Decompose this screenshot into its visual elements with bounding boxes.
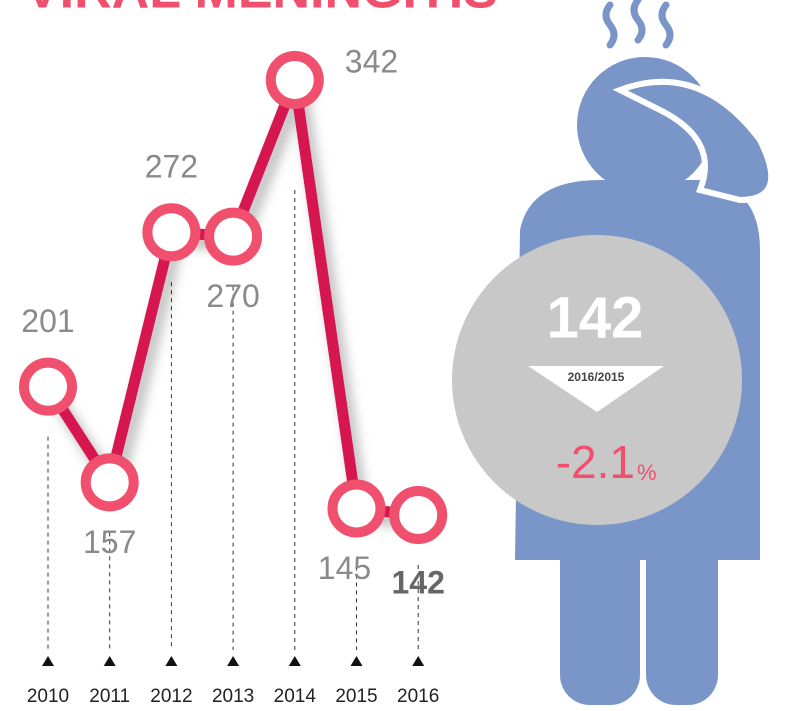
value-label: 201 <box>21 303 74 339</box>
x-tick-label: 2014 <box>274 686 317 707</box>
plot: 2010 2011 2012 2013 2014 2015 2016 201 157 272 270… <box>21 43 445 707</box>
callout-unit: % <box>637 460 657 485</box>
chart-title: VIRAL MENINGITIS <box>25 0 498 20</box>
tick-arrow <box>42 656 54 666</box>
marker <box>271 56 319 104</box>
tick-arrow <box>227 656 239 666</box>
x-tick-label: 2016 <box>397 686 439 707</box>
x-tick-label: 2011 <box>89 686 130 707</box>
tick-arrow <box>412 656 424 666</box>
tick-arrow <box>165 656 177 666</box>
x-tick-label: 2012 <box>150 686 192 707</box>
marker <box>24 363 72 411</box>
marker <box>147 208 195 256</box>
chart: VIRAL MENINGITIS 142 2016/2015 -2.1 % 20… <box>0 0 807 711</box>
x-tick-label: 2013 <box>212 686 254 707</box>
value-label: 157 <box>83 524 136 560</box>
value-label: 142 <box>392 564 445 600</box>
page: VIRAL MENINGITIS 142 2016/2015 -2.1 % 20… <box>0 0 807 711</box>
value-label: 342 <box>345 43 398 79</box>
x-tick-label: 2010 <box>27 686 69 707</box>
x-tick-label: 2015 <box>335 686 377 707</box>
tick-arrow <box>289 656 301 666</box>
callout-change: -2.1 <box>556 436 635 488</box>
marker <box>86 458 134 506</box>
tick-arrow <box>351 656 363 666</box>
value-label: 145 <box>318 550 371 586</box>
tick-arrow <box>104 656 116 666</box>
callout-value: 142 <box>547 285 644 350</box>
callout-period: 2016/2015 <box>568 370 625 384</box>
marker <box>394 491 442 539</box>
marker <box>209 213 257 261</box>
value-label: 272 <box>145 149 198 185</box>
marker <box>333 484 381 532</box>
value-label: 270 <box>206 278 259 314</box>
